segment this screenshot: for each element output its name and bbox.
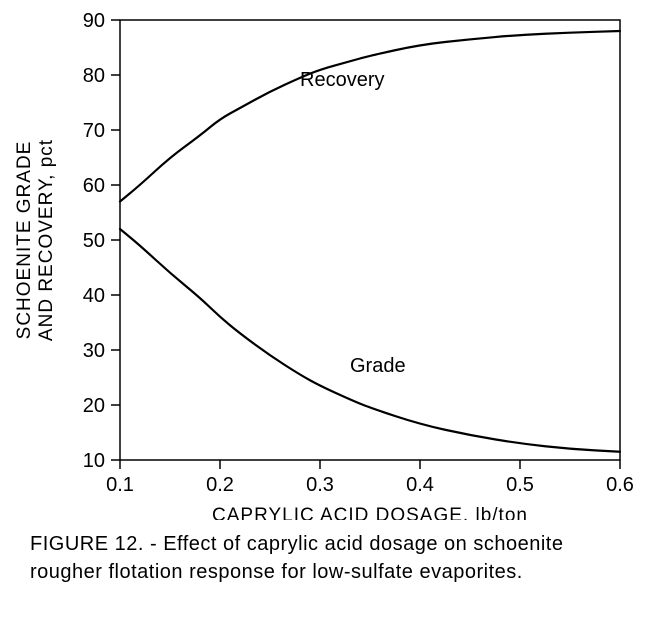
y-tick-label: 80 <box>83 65 105 87</box>
figure-caption: FIGURE 12. - Effect of caprylic acid dos… <box>30 530 623 586</box>
x-tick-label: 0.2 <box>206 474 234 496</box>
series-grade <box>120 229 620 452</box>
line-chart: 0.1 0.2 0.3 0.4 0.5 0.6 10 20 30 40 50 60 70 80 90 CAPR… <box>0 0 653 520</box>
series-recovery <box>120 31 620 202</box>
x-tick-label: 0.6 <box>606 474 634 496</box>
y-tick-label: 90 <box>83 10 105 32</box>
y-tick-label: 20 <box>83 395 105 417</box>
y-tick-label: 30 <box>83 340 105 362</box>
figure-page: 0.1 0.2 0.3 0.4 0.5 0.6 10 20 30 40 50 60 70 80 90 CAPR… <box>0 0 653 633</box>
y-tick-label: 60 <box>83 175 105 197</box>
y-tick-label: 10 <box>83 450 105 472</box>
y-tick-label: 70 <box>83 120 105 142</box>
figure-label: FIGURE 12. - <box>30 533 163 555</box>
x-tick-label: 0.3 <box>306 474 334 496</box>
y-tick-label: 40 <box>83 285 105 307</box>
x-tick-label: 0.4 <box>406 474 434 496</box>
series-label-grade: Grade <box>350 355 406 377</box>
y-tick-label: 50 <box>83 230 105 252</box>
x-tick-label: 0.1 <box>106 474 134 496</box>
y-axis-label-line1: SCHOENITE GRADE <box>14 141 35 340</box>
y-axis-label-line2: AND RECOVERY, pct <box>36 139 57 341</box>
x-axis-label: CAPRYLIC ACID DOSAGE, lb/ton <box>212 505 528 520</box>
x-tick-label: 0.5 <box>506 474 534 496</box>
chart-container: 0.1 0.2 0.3 0.4 0.5 0.6 10 20 30 40 50 60 70 80 90 CAPR… <box>0 0 653 525</box>
series-label-recovery: Recovery <box>300 69 384 91</box>
